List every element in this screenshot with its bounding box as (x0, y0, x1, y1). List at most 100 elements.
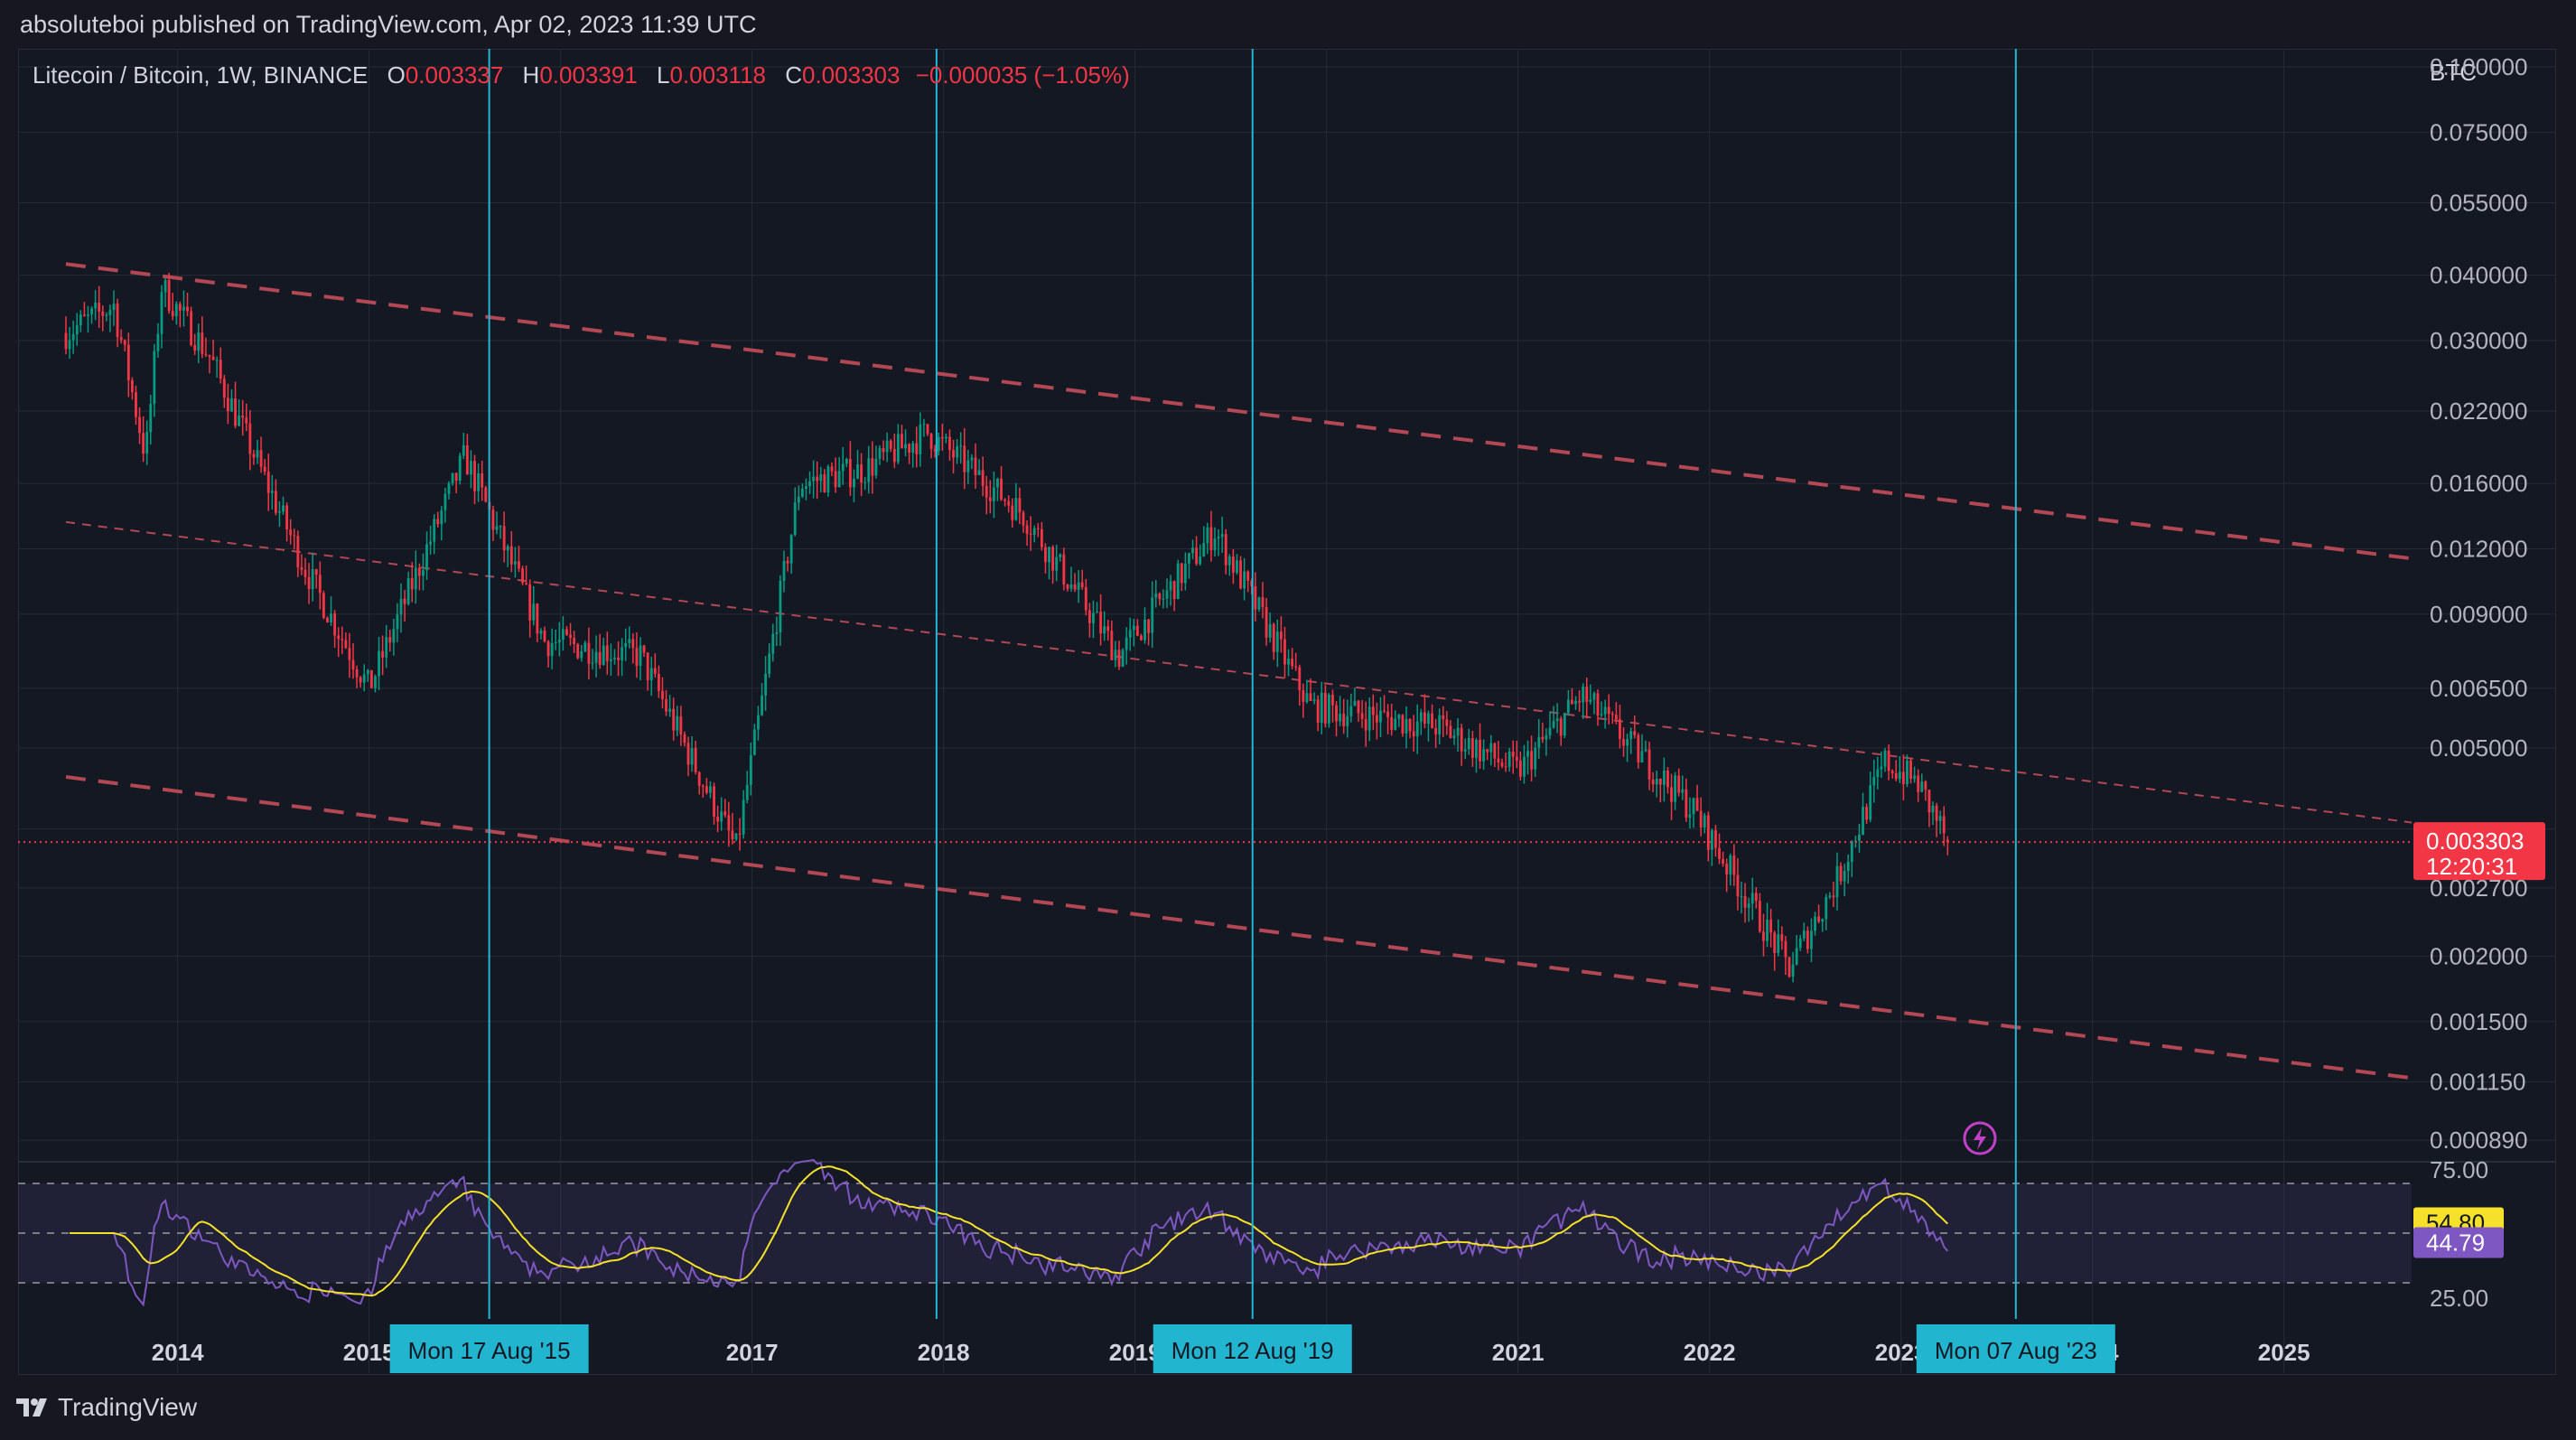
candle-body (406, 577, 410, 604)
rsi-axis-bottom: 25.00 (2430, 1285, 2488, 1312)
candle-body (1931, 805, 1935, 813)
candle-body (1890, 771, 1894, 773)
candle-body (653, 668, 657, 674)
candle-body (98, 303, 101, 312)
candle-body (314, 569, 318, 575)
candle-body (1515, 756, 1518, 761)
candle-body (676, 715, 679, 731)
candle-body (388, 637, 392, 643)
rsi-value-badge (2413, 1227, 2504, 1258)
candle-body (1798, 938, 1802, 949)
candle-body (82, 314, 86, 316)
candle-body (263, 466, 266, 472)
candle-body (1390, 716, 1394, 730)
candle-body (440, 510, 443, 525)
candle-body (1367, 706, 1371, 731)
candle-body (182, 306, 185, 311)
candle-body (119, 337, 123, 341)
candle-body (863, 482, 867, 483)
candle-body (1566, 699, 1570, 714)
candle-body (1283, 639, 1286, 665)
chart-frame[interactable] (18, 49, 2556, 1375)
candle-body (1431, 713, 1433, 728)
candle-body (1828, 895, 1832, 897)
candle-body (1589, 699, 1592, 702)
candle-body (1349, 706, 1353, 716)
candle-body (1128, 630, 1132, 638)
candle-body (874, 458, 878, 476)
candle-body (285, 505, 289, 530)
candle-body (484, 487, 488, 502)
candle-body (1199, 556, 1202, 565)
candle-body (977, 470, 981, 475)
time-marker-badge (389, 1324, 589, 1373)
candle-body (1158, 593, 1162, 600)
candle-body (816, 476, 819, 482)
candle-body (742, 799, 745, 835)
candle-body (1029, 533, 1032, 535)
candle-body (344, 640, 348, 649)
candle-body (830, 466, 834, 472)
candle-body (1872, 777, 1876, 786)
candle-body (716, 817, 720, 822)
candle-body (959, 445, 963, 447)
candle-body (1132, 625, 1135, 631)
candle-body (1000, 478, 1003, 500)
candle-body (1685, 789, 1688, 818)
candle-body (867, 458, 871, 482)
candle-body (745, 784, 749, 800)
candle-body (145, 432, 149, 454)
candle-body (757, 715, 760, 730)
candle-body (621, 647, 624, 660)
candle-body (1582, 687, 1585, 703)
candle-body (1559, 718, 1563, 736)
candle-body (333, 613, 337, 636)
candle-body (1773, 932, 1777, 953)
candle-body (1927, 790, 1931, 813)
candle-body (1876, 769, 1880, 778)
candle-body (226, 397, 229, 412)
candle-body (1938, 816, 1942, 821)
candle-body (149, 404, 153, 433)
candle-body (845, 459, 848, 464)
candle-body (1835, 865, 1839, 898)
candle-body (410, 577, 414, 590)
price-axis-tick: 0.040000 (2430, 262, 2527, 289)
price-axis-tick: 0.055000 (2430, 189, 2527, 216)
candle-body (668, 708, 672, 712)
candle-body (1603, 706, 1607, 715)
candle-body (112, 304, 116, 311)
candle-body (509, 546, 513, 565)
candle-body (1787, 957, 1791, 977)
candle-body (1176, 563, 1180, 600)
candle-body (1906, 760, 1909, 784)
change-value: −0.000035 (−1.05%) (915, 61, 1130, 89)
tradingview-logo[interactable]: TradingView (16, 1393, 197, 1422)
candle-body (1257, 597, 1261, 610)
candle-body (1438, 715, 1442, 734)
candle-body (385, 637, 388, 658)
candles (64, 272, 1949, 983)
candle-body (723, 811, 727, 816)
candle-body (506, 546, 509, 551)
time-axis-year: 2019 (1109, 1339, 1162, 1366)
time-axis-year: 2021 (1492, 1339, 1545, 1366)
candle-body (885, 440, 889, 453)
candle-body (1268, 624, 1272, 638)
candle-body (1456, 727, 1460, 736)
candle-body (665, 698, 667, 712)
candle-body (1191, 547, 1194, 554)
candle-body (392, 629, 396, 643)
candle-body (414, 567, 417, 590)
candle-body (1862, 807, 1864, 835)
candle-body (749, 754, 752, 785)
lightning-icon (1963, 1121, 1997, 1155)
lightning-icon-circle (1963, 1121, 1997, 1155)
candle-body (1692, 798, 1695, 815)
candle-body (598, 651, 602, 666)
candle-body (1883, 750, 1887, 767)
candle-body (499, 526, 502, 528)
candle-body (1294, 666, 1298, 668)
candle-body (362, 674, 366, 683)
